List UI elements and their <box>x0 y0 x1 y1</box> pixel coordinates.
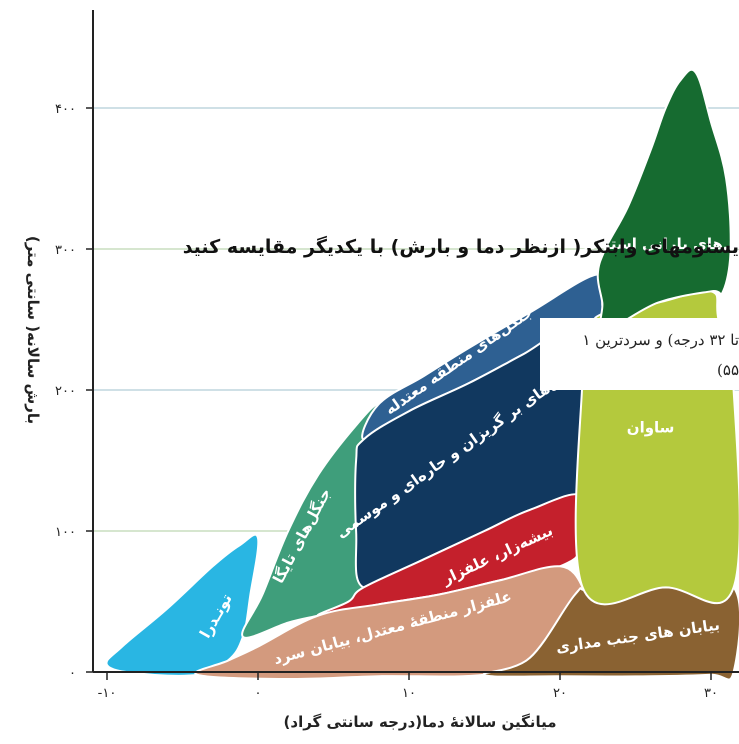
biome-label-7: ساوان <box>627 418 675 436</box>
x-axis-title: میانگین سالانهٔ دما(درجه سانتی گراد) <box>284 713 557 731</box>
x-tick-label-30: ۳۰ <box>704 686 718 701</box>
y-tick-label-0: ۰ <box>69 666 76 681</box>
x-tick-label-20: ۲۰ <box>553 686 567 701</box>
y-tick-label-200: ۲۰۰ <box>55 384 76 399</box>
biome-area-5 <box>194 565 585 681</box>
overlay-textbox-line-2: (۵۵ <box>717 361 739 379</box>
y-axis-title: بارش سالانه( سانتی متر) <box>24 236 42 424</box>
biome-area-8 <box>596 68 732 331</box>
biome-area-0 <box>105 533 260 677</box>
overlay-textbox <box>540 318 739 390</box>
overlay-title: یستومهای وابتکر( ازنظر دما و بارش) با یک… <box>183 235 739 258</box>
y-tick-label-400: ۴۰۰ <box>55 102 76 117</box>
x-tick-label--10: -۱۰ <box>98 686 117 701</box>
y-tick-label-300: ۳۰۰ <box>55 243 76 258</box>
x-tick-label-0: ۰ <box>255 686 262 701</box>
axes <box>92 10 739 673</box>
biome-label-8: جنگل‌های بارانی استوایی <box>575 235 739 253</box>
overlay-question: یستومهای وابتکر( ازنظر دما و بارش) با یک… <box>183 235 739 390</box>
overlay-textbox-line-1: ۱ تا ۳۲ درجه) و سردترین <box>582 331 739 349</box>
y-tick-label-100: ۱۰۰ <box>55 525 76 540</box>
x-tick-label-10: ۱۰ <box>402 686 416 701</box>
